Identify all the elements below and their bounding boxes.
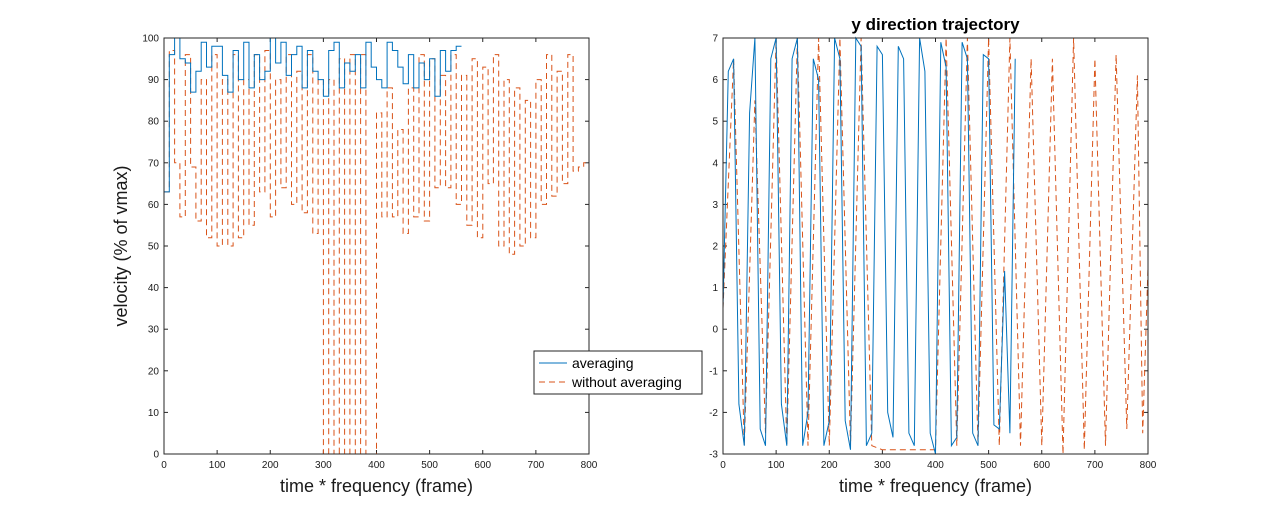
- right-axes-box: [722, 37, 1149, 455]
- left-y-tick-label: 80: [148, 117, 160, 128]
- right-y-tick-label: 7: [712, 34, 718, 45]
- right-y-tick-label: -1: [709, 366, 718, 377]
- right-x-tick-label: 400: [927, 460, 944, 471]
- right-y-tick-label: 4: [712, 158, 718, 169]
- right-x-tick-label: 300: [874, 460, 891, 471]
- left-y-tick-label: 20: [148, 366, 160, 377]
- right-y-tick-label: 3: [712, 200, 718, 211]
- legend: averaging without averaging: [533, 350, 703, 395]
- right-y-tick-label: 1: [712, 283, 718, 294]
- left-x-axis-label: time * frequency (frame): [280, 476, 473, 496]
- left-x-tick-label: 400: [368, 460, 385, 471]
- left-y-tick-label: 90: [148, 75, 160, 86]
- left-x-tick-label: 200: [262, 460, 279, 471]
- left-series-without-averaging: [164, 50, 589, 455]
- left-y-tick-label: 10: [148, 408, 160, 419]
- right-x-axis-label: time * frequency (frame): [839, 476, 1032, 496]
- left-y-tick-label: 30: [148, 325, 160, 336]
- right-x-tick-label: 700: [1087, 460, 1104, 471]
- right-y-tick-label: -3: [709, 450, 718, 461]
- left-y-tick-label: 70: [148, 158, 160, 169]
- left-x-tick-label: 500: [421, 460, 438, 471]
- right-y-tick-label: 2: [712, 242, 718, 253]
- right-x-tick-label: 600: [1033, 460, 1050, 471]
- left-x-tick-label: 100: [209, 460, 226, 471]
- left-y-ticks: 0 10 20 30 40 50 60 70 80 90 100: [142, 34, 589, 461]
- right-chart-panel: 0 100 200 300 400 500 600 700 800 -3 -2 -1 0 1 2 3 4 5 6 7…: [709, 15, 1157, 496]
- right-y-tick-label: 5: [712, 117, 718, 128]
- left-y-tick-label: 40: [148, 283, 160, 294]
- left-y-tick-label: 50: [148, 242, 160, 253]
- left-y-tick-label: 0: [153, 450, 159, 461]
- legend-box: [533, 350, 703, 395]
- left-y-axis-label: velocity (% of vmax): [111, 165, 131, 326]
- left-axes-box: [163, 37, 590, 455]
- left-series-lines: [164, 37, 589, 455]
- right-x-tick-label: 200: [821, 460, 838, 471]
- right-y-tick-label: 0: [712, 325, 718, 336]
- legend-label-averaging: averaging: [572, 355, 634, 371]
- right-series-lines: [722, 36, 1149, 455]
- left-x-tick-label: 700: [528, 460, 545, 471]
- left-series-averaging: [164, 37, 462, 193]
- right-plot-background: [723, 38, 1148, 454]
- right-series-without-averaging: [722, 37, 1149, 455]
- right-series-averaging: [722, 36, 1016, 455]
- right-x-tick-label: 0: [720, 460, 726, 471]
- right-x-tick-label: 800: [1140, 460, 1157, 471]
- left-x-tick-label: 600: [474, 460, 491, 471]
- left-chart-panel: 0 100 200 300 400 500 600 700 800 0 10 20 30 40 50 60 7…: [111, 34, 598, 497]
- right-x-tick-label: 500: [980, 460, 997, 471]
- left-y-tick-label: 60: [148, 200, 160, 211]
- left-x-tick-label: 0: [161, 460, 167, 471]
- right-chart-title: y direction trajectory: [851, 15, 1020, 34]
- right-x-tick-label: 100: [768, 460, 785, 471]
- legend-label-without-averaging: without averaging: [571, 374, 682, 390]
- right-y-tick-label: 6: [712, 75, 718, 86]
- left-y-tick-label: 100: [142, 34, 159, 45]
- left-x-tick-label: 300: [315, 460, 332, 471]
- right-y-tick-label: -2: [709, 408, 718, 419]
- left-x-tick-label: 800: [581, 460, 598, 471]
